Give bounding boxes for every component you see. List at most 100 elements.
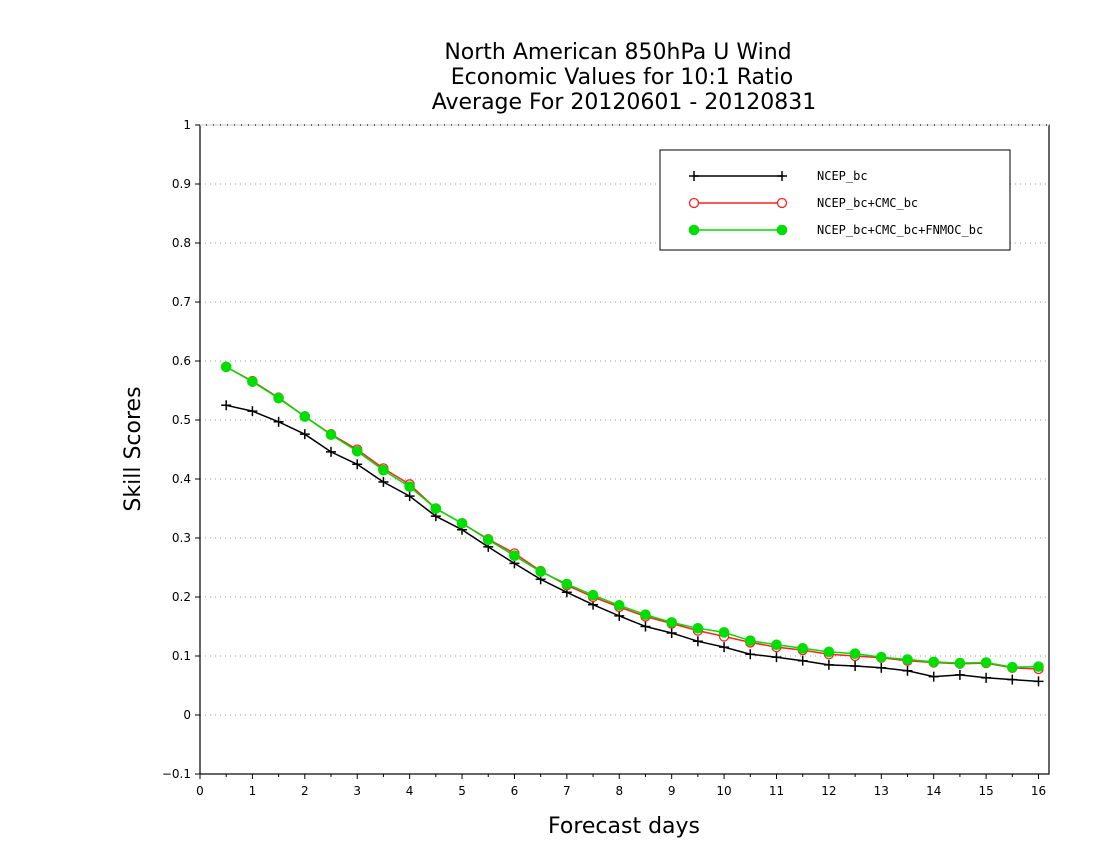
series-line [226,404,1039,683]
x-tick-label: 6 [511,784,519,798]
data-point [273,416,284,427]
data-point [378,476,389,487]
data-point [404,481,415,492]
data-point [980,657,992,668]
x-tick-label: 2 [301,784,309,798]
data-point [220,361,232,373]
legend-box [659,149,1011,251]
legend-entry: NCEP_bc [689,169,868,183]
data-point [902,654,913,665]
chart-title-line-2: Economic Values for 10:1 Ratio [451,65,793,90]
data-point [771,652,782,663]
legend: NCEP_bc NCEP_bc+CMC_bc NCEP_bc+CMC_bc+FNMO… [659,149,1011,251]
data-point [299,429,310,440]
data-point [666,627,677,638]
y-tick-label: 0.2 [172,590,191,604]
data-point [325,429,337,441]
y-axis-label: Skill Scores [121,386,146,511]
data-point [692,622,704,634]
x-tick-label: 12 [821,784,836,798]
data-point [666,617,677,628]
data-point [797,655,808,666]
data-point [326,446,337,457]
legend-marker [688,224,700,236]
data-point [456,517,468,529]
y-tick-label: 0.6 [172,354,191,368]
data-point [482,534,494,546]
data-point [640,609,651,621]
data-point [954,669,965,680]
chart-title-line-1: North American 850hPa U Wind [444,40,791,65]
legend-marker [689,171,699,181]
y-tick-label: −0.1 [162,767,191,781]
data-point [430,503,442,514]
x-tick-label: 10 [716,784,731,798]
data-point [247,376,258,387]
legend-label: NCEP_bc [817,169,868,183]
chart-title-line-3: Average For 20120601 - 20120831 [432,90,817,115]
y-tick-label: 0.3 [172,531,191,545]
data-point [351,445,363,457]
data-point [692,636,703,647]
x-tick-label: 1 [249,784,257,798]
data-point [561,578,573,590]
data-point [718,627,730,638]
data-point [378,464,389,476]
x-tick-label: 13 [874,784,889,798]
y-tick-label: 0.1 [172,649,191,663]
y-tick-label: 1 [183,118,191,132]
data-point [273,392,284,404]
x-tick-label: 11 [769,784,784,798]
legend-marker [776,224,788,236]
y-tick-label: 0.8 [172,236,191,250]
data-point [404,491,415,502]
data-point [928,656,940,668]
x-tick-label: 4 [406,784,414,798]
data-point [509,550,520,562]
data-point [613,599,625,611]
data-point [352,459,363,470]
data-point [299,411,311,422]
data-point [797,643,808,654]
data-point [614,610,625,621]
data-point [875,651,887,663]
data-point [1007,661,1018,673]
data-point [744,635,756,646]
series-2 [220,361,1044,673]
x-tick-label: 16 [1031,784,1046,798]
data-point [928,671,939,682]
x-tick-label: 9 [668,784,676,798]
data-point [640,621,651,632]
data-point [587,589,599,601]
legend-marker [777,171,787,181]
series-line [225,366,1039,668]
y-tick-label: 0 [183,708,191,722]
series-group [220,361,1044,687]
data-point [850,661,861,672]
y-tick-label: 0.9 [172,177,191,191]
data-point [981,672,992,683]
legend-label: NCEP_bc+CMC_bc+FNMOC_bc [817,223,983,237]
data-point [902,665,913,676]
series-1 [221,361,1044,675]
x-tick-label: 15 [978,784,993,798]
data-point [719,642,730,653]
x-axis-label: Forecast days [548,814,700,839]
data-point [221,400,232,411]
x-tick-label: 7 [563,784,571,798]
data-point [1033,661,1044,672]
y-tick-label: 0.7 [172,295,191,309]
data-point [1033,676,1044,687]
data-point [771,639,782,651]
legend-entry: NCEP_bc+CMC_bc+FNMOC_bc [688,223,983,237]
series-line [225,366,1039,670]
series-0 [221,400,1044,687]
data-point [876,662,887,673]
data-point [745,649,756,660]
data-point [954,657,966,669]
data-point [247,406,258,417]
axes: −0.100.10.20.30.40.50.60.70.80.910 1 2 3 4 5 6… [162,118,1050,798]
y-tick-label: 0.4 [172,472,191,486]
